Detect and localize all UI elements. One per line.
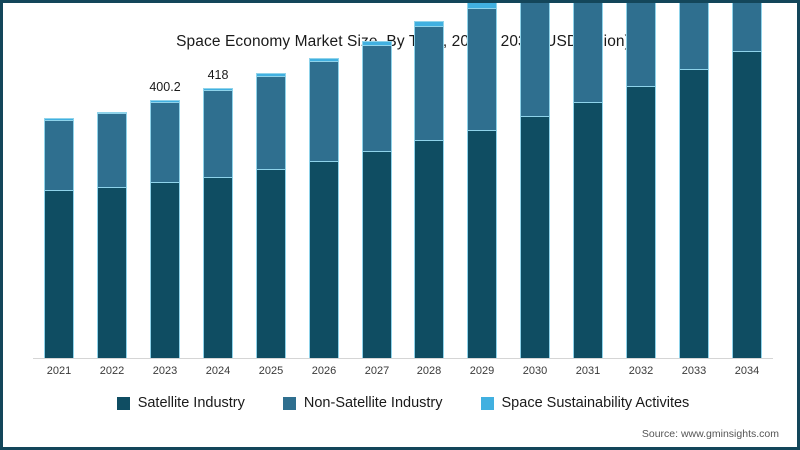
legend-label: Space Sustainability Activites xyxy=(501,395,690,411)
bar-segment-non-satellite-industry[interactable] xyxy=(467,8,497,130)
bar-segment-satellite-industry[interactable] xyxy=(256,169,286,359)
bar-segment-satellite-industry[interactable] xyxy=(203,176,233,359)
legend-swatch-satellite xyxy=(116,396,130,410)
bar-segment-satellite-industry[interactable] xyxy=(573,101,603,359)
bar-segment-space-sustainability-activites[interactable] xyxy=(97,111,127,114)
bar-segment-non-satellite-industry[interactable] xyxy=(44,119,74,191)
legend-item-space-sustainability-activites[interactable]: Space Sustainability Activites xyxy=(480,395,690,411)
source-credit: Source: www.gminsights.com xyxy=(641,428,779,440)
x-axis-tick-labels: 2021 2022 2023 2024 2025 2026 2027 2028 2029 2030… xyxy=(33,365,773,383)
plot-area: 400.2 418 xyxy=(33,3,773,359)
bar-segment-non-satellite-industry[interactable] xyxy=(362,45,392,152)
bar-segment-non-satellite-industry[interactable] xyxy=(150,101,180,183)
bar-segment-space-sustainability-activites[interactable] xyxy=(203,88,233,91)
legend-item-satellite-industry[interactable]: Satellite Industry xyxy=(116,395,245,411)
x-axis-tick-2027: 2027 xyxy=(364,365,390,377)
bar-value-label: 418 xyxy=(207,68,229,83)
bar-segment-non-satellite-industry[interactable] xyxy=(679,3,709,70)
legend-swatch-sustainability xyxy=(480,396,494,410)
x-axis-tick-2029: 2029 xyxy=(469,365,495,377)
x-axis-tick-2031: 2031 xyxy=(575,365,601,377)
bar-segment-space-sustainability-activites[interactable] xyxy=(414,21,444,27)
bar-segment-non-satellite-industry[interactable] xyxy=(203,90,233,177)
x-axis-tick-2022: 2022 xyxy=(99,365,125,377)
legend-label: Non-Satellite Industry xyxy=(303,395,443,411)
bar-segment-space-sustainability-activites[interactable] xyxy=(467,3,497,9)
bar-segment-satellite-industry[interactable] xyxy=(150,182,180,359)
legend-swatch-non-satellite xyxy=(282,396,296,410)
x-axis-tick-2023: 2023 xyxy=(152,365,178,377)
x-axis-tick-2034: 2034 xyxy=(734,365,760,377)
bar-segment-satellite-industry[interactable] xyxy=(97,186,127,359)
bar-segment-non-satellite-industry[interactable] xyxy=(626,3,656,87)
bar-segment-non-satellite-industry[interactable] xyxy=(256,75,286,170)
bar-segment-space-sustainability-activites[interactable] xyxy=(150,100,180,102)
bar-segment-non-satellite-industry[interactable] xyxy=(520,3,550,116)
bar-segment-satellite-industry[interactable] xyxy=(362,151,392,359)
x-axis-tick-2021: 2021 xyxy=(46,365,72,377)
x-axis-tick-2033: 2033 xyxy=(681,365,707,377)
bar-segment-non-satellite-industry[interactable] xyxy=(732,3,762,52)
legend-item-non-satellite-industry[interactable]: Non-Satellite Industry xyxy=(282,395,443,411)
bar-segment-non-satellite-industry[interactable] xyxy=(97,113,127,187)
bar-segment-space-sustainability-activites[interactable] xyxy=(309,57,339,62)
bar-segment-satellite-industry[interactable] xyxy=(520,115,550,359)
bar-segment-satellite-industry[interactable] xyxy=(679,69,709,359)
legend-label: Satellite Industry xyxy=(137,395,245,411)
x-axis-tick-2030: 2030 xyxy=(522,365,548,377)
bar-segment-non-satellite-industry[interactable] xyxy=(573,3,603,102)
bar-segment-satellite-industry[interactable] xyxy=(467,129,497,359)
bar-segment-non-satellite-industry[interactable] xyxy=(309,61,339,161)
x-axis-tick-2026: 2026 xyxy=(311,365,337,377)
bar-segment-satellite-industry[interactable] xyxy=(732,51,762,359)
bar-segment-satellite-industry[interactable] xyxy=(44,190,74,359)
chart-title: Space Economy Market Size, By Type, 2021… xyxy=(176,33,630,50)
bar-segment-space-sustainability-activites[interactable] xyxy=(362,41,392,45)
x-axis-tick-2028: 2028 xyxy=(416,365,442,377)
bar-segment-non-satellite-industry[interactable] xyxy=(414,26,444,141)
bar-segment-satellite-industry[interactable] xyxy=(414,140,444,359)
bar-value-label: 400.2 xyxy=(149,80,181,95)
x-axis-line xyxy=(33,358,773,359)
x-axis-tick-2025: 2025 xyxy=(258,365,284,377)
x-axis-tick-2024: 2024 xyxy=(205,365,231,377)
bar-segment-satellite-industry[interactable] xyxy=(309,160,339,359)
bar-segment-space-sustainability-activites[interactable] xyxy=(44,118,74,120)
bar-segment-space-sustainability-activites[interactable] xyxy=(256,73,286,76)
x-axis-tick-2032: 2032 xyxy=(628,365,654,377)
chart-legend: Satellite Industry Non-Satellite Industry… xyxy=(3,395,797,411)
bar-segment-satellite-industry[interactable] xyxy=(626,86,656,359)
